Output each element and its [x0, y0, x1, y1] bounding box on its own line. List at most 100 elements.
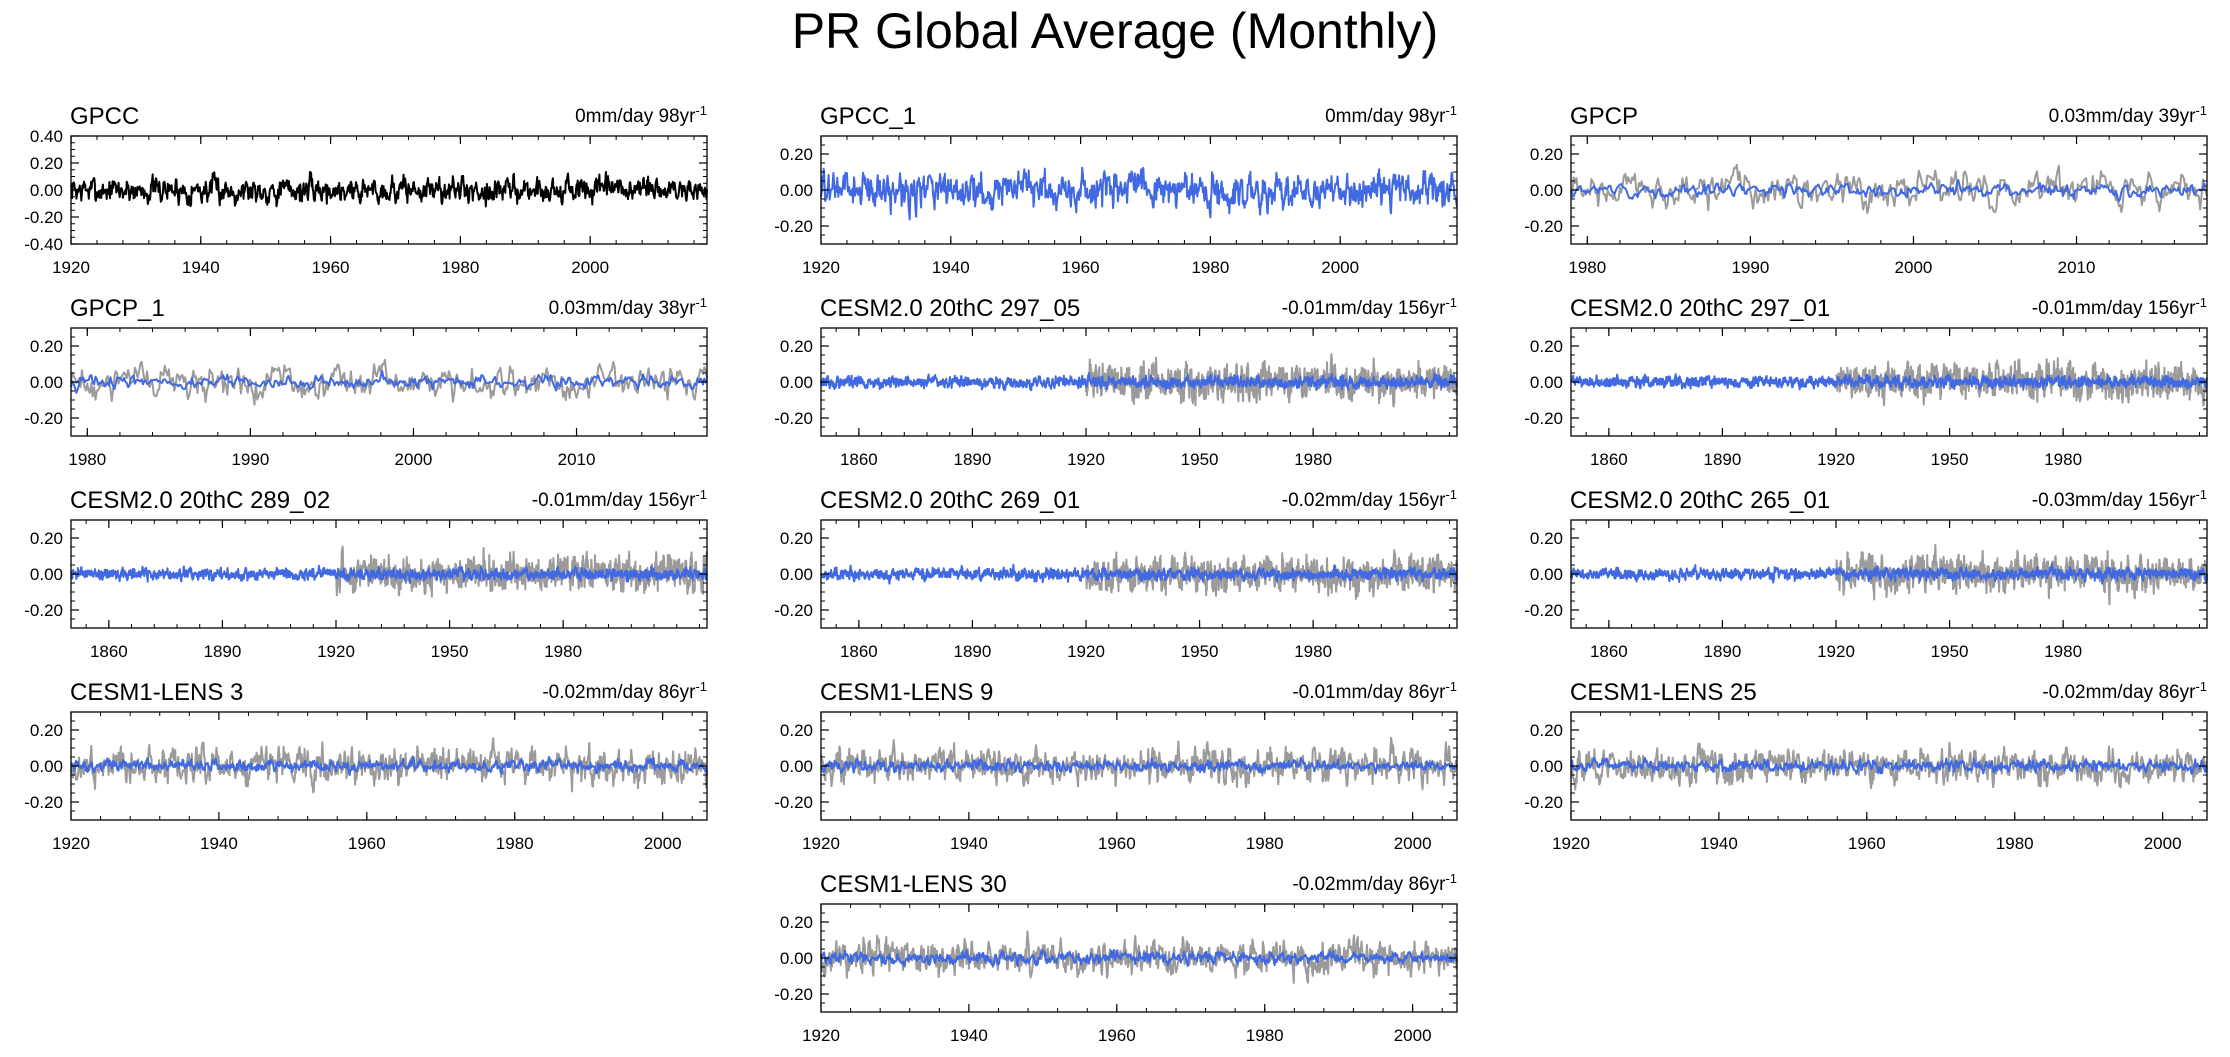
y-tick-label: -0.20: [24, 409, 63, 428]
x-tick-label: 1950: [1181, 450, 1219, 469]
x-tick-label: 2000: [1394, 1026, 1432, 1045]
x-tick-label: 1860: [90, 642, 128, 661]
x-tick-label: 1980: [496, 834, 534, 853]
y-tick-label: 0.20: [780, 337, 813, 356]
x-tick-label: 1860: [840, 642, 878, 661]
x-tick-label: 1890: [1704, 450, 1742, 469]
x-tick-label: 2000: [1394, 834, 1432, 853]
trend-label: -0.01mm/day 86yr-1: [1292, 679, 1457, 703]
y-tick-label: 0.00: [780, 565, 813, 584]
x-tick-label: 2010: [2058, 258, 2096, 277]
x-tick-label: 1940: [932, 258, 970, 277]
series-line: [1570, 562, 2208, 585]
x-tick-label: 1950: [431, 642, 469, 661]
y-tick-label: -0.20: [24, 601, 63, 620]
x-tick-label: 1860: [1590, 642, 1628, 661]
y-tick-label: 0.20: [30, 154, 63, 173]
x-tick-label: 1940: [950, 834, 988, 853]
panel-title: CESM1-LENS 25: [1570, 679, 1757, 706]
x-tick-label: 2000: [571, 258, 609, 277]
x-tick-label: 1980: [2044, 642, 2082, 661]
y-tick-label: -0.20: [774, 409, 813, 428]
x-tick-label: 1960: [1062, 258, 1100, 277]
y-tick-label: 0.00: [780, 949, 813, 968]
x-tick-label: 1860: [1590, 450, 1628, 469]
x-tick-label: 1920: [802, 834, 840, 853]
y-tick-label: 0.20: [1530, 145, 1563, 164]
trend-label: 0.03mm/day 38yr-1: [549, 295, 707, 319]
x-tick-label: 1890: [954, 450, 992, 469]
panel-7: CESM2.0 20thC 289_02 -0.01mm/day 156yr-1 0…: [24, 487, 708, 661]
y-tick-label: 0.00: [30, 565, 63, 584]
x-tick-label: 2010: [558, 450, 596, 469]
trend-label: 0.03mm/day 39yr-1: [2049, 103, 2207, 127]
y-tick-label: 0.00: [30, 373, 63, 392]
x-tick-label: 1940: [200, 834, 238, 853]
y-tick-label: -0.20: [774, 793, 813, 812]
y-tick-label: -0.40: [24, 235, 63, 254]
y-tick-label: -0.20: [1524, 793, 1563, 812]
y-tick-label: 0.20: [30, 529, 63, 548]
x-tick-label: 1980: [68, 450, 106, 469]
x-tick-label: 1980: [1191, 258, 1229, 277]
trend-label: -0.02mm/day 86yr-1: [1292, 871, 1457, 895]
y-tick-label: -0.20: [24, 208, 63, 227]
x-tick-label: 1980: [1294, 642, 1332, 661]
y-tick-label: 0.20: [1530, 337, 1563, 356]
y-tick-label: 0.00: [780, 181, 813, 200]
panel-title: CESM2.0 20thC 297_05: [820, 295, 1080, 322]
x-tick-label: 1920: [52, 258, 90, 277]
panel-5: CESM2.0 20thC 297_05 -0.01mm/day 156yr-1 0…: [774, 295, 1458, 469]
x-tick-label: 1990: [231, 450, 269, 469]
x-tick-label: 1980: [441, 258, 479, 277]
x-tick-label: 1920: [317, 642, 355, 661]
series-line: [820, 949, 1458, 968]
y-tick-label: 0.40: [30, 127, 63, 146]
panel-1: GPCC 0mm/day 98yr-1 0.40 0.20 0.00 -0.20 -0.40…: [24, 103, 708, 277]
x-tick-label: 1920: [1067, 642, 1105, 661]
trend-label: 0mm/day 98yr-1: [575, 103, 707, 127]
y-tick-label: 0.00: [30, 181, 63, 200]
x-tick-label: 1960: [1848, 834, 1886, 853]
trend-label: -0.03mm/day 156yr-1: [2032, 487, 2207, 511]
panel-13: CESM1-LENS 30 -0.02mm/day 86yr-1 0.20 0.00 -…: [774, 871, 1458, 1045]
x-tick-label: 1920: [802, 1026, 840, 1045]
figure-title: PR Global Average (Monthly): [791, 3, 1439, 59]
y-tick-label: 0.00: [1530, 373, 1563, 392]
y-tick-label: -0.20: [774, 985, 813, 1004]
x-tick-label: 1960: [348, 834, 386, 853]
y-tick-label: 0.20: [780, 913, 813, 932]
panel-4: GPCP_1 0.03mm/day 38yr-1 0.20 0.00 -0.20 1980…: [24, 295, 708, 469]
panel-title: CESM1-LENS 30: [820, 871, 1007, 898]
y-tick-label: -0.20: [774, 217, 813, 236]
x-tick-label: 1890: [204, 642, 242, 661]
y-tick-label: 0.20: [780, 529, 813, 548]
panel-8: CESM2.0 20thC 269_01 -0.02mm/day 156yr-1 0…: [774, 487, 1458, 661]
panel-6: CESM2.0 20thC 297_01 -0.01mm/day 156yr-1 0…: [1524, 295, 2208, 469]
x-tick-label: 1960: [1098, 834, 1136, 853]
panel-title: CESM2.0 20thC 269_01: [820, 487, 1080, 514]
panel-title: CESM2.0 20thC 289_02: [70, 487, 330, 514]
series-line: [70, 358, 708, 406]
series-line: [820, 372, 1458, 392]
x-tick-label: 1890: [1704, 642, 1742, 661]
panel-title: CESM1-LENS 9: [820, 679, 993, 706]
x-tick-label: 1960: [1098, 1026, 1136, 1045]
x-tick-label: 1980: [1568, 258, 1606, 277]
y-tick-label: 0.00: [30, 757, 63, 776]
y-tick-label: 0.00: [1530, 757, 1563, 776]
series-line: [1570, 741, 2208, 791]
x-tick-label: 1980: [1996, 834, 2034, 853]
x-tick-label: 1940: [1700, 834, 1738, 853]
trend-label: -0.02mm/day 86yr-1: [542, 679, 707, 703]
panel-title: GPCC_1: [820, 103, 916, 130]
series-line: [820, 563, 1458, 585]
y-tick-label: -0.20: [1524, 601, 1563, 620]
trend-label: -0.01mm/day 156yr-1: [1282, 295, 1457, 319]
x-tick-label: 1920: [1552, 834, 1590, 853]
y-tick-label: 0.00: [780, 373, 813, 392]
y-tick-label: 0.20: [780, 721, 813, 740]
panel-12: CESM1-LENS 25 -0.02mm/day 86yr-1 0.20 0.00 -…: [1524, 679, 2208, 853]
x-tick-label: 1980: [1246, 834, 1284, 853]
series-line: [70, 370, 708, 394]
